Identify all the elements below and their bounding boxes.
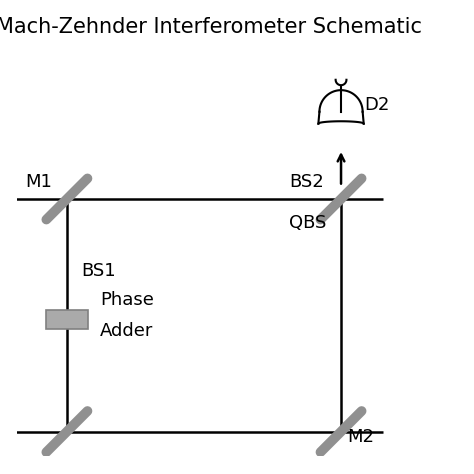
Text: Phase: Phase (100, 291, 154, 309)
Bar (46, 310, 88, 329)
Text: D2: D2 (364, 96, 389, 114)
Text: BS2: BS2 (289, 173, 324, 191)
Text: BS1: BS1 (82, 262, 116, 280)
Text: Adder: Adder (100, 321, 154, 339)
Text: Mach-Zehnder Interferometer Schematic: Mach-Zehnder Interferometer Schematic (0, 17, 422, 37)
Text: M1: M1 (26, 173, 52, 191)
Text: M2: M2 (347, 428, 374, 446)
Text: QBS: QBS (289, 213, 327, 231)
